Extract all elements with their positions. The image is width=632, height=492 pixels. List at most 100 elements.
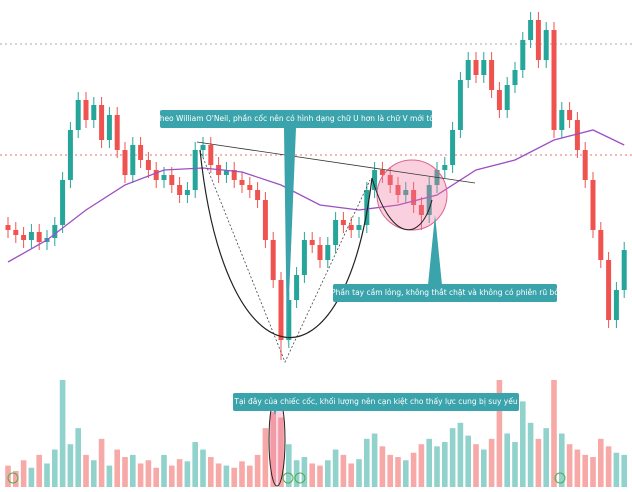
candle-body [574,120,580,150]
pointer [284,128,296,345]
volume-bar [293,460,300,487]
candle-body [278,280,284,340]
candle-body [465,60,471,80]
annotation-box [160,110,432,128]
candle-body [567,110,573,120]
volume-bar [122,457,128,487]
candle-body [36,232,42,242]
volume-bar [582,454,588,487]
candle-body [411,190,417,205]
volume-bar [301,457,308,487]
volume-bar [598,438,604,487]
moving-average [7,129,625,263]
volume-bar [496,380,503,487]
volume-bar [473,444,479,487]
volume-bar [215,463,222,487]
volume-bar [192,442,198,487]
volume-bar [527,422,534,487]
candle-body [582,150,588,180]
volume-bar [176,459,183,487]
volume-bar [605,446,612,487]
volume-bar [106,465,113,487]
candle-body [270,240,276,280]
volume-bar [44,463,50,487]
volume-bar [262,428,269,487]
candle-body [262,200,268,240]
candle-body [13,230,19,235]
candle-body [247,185,253,190]
candle-body [457,80,463,130]
candle-body [403,190,409,195]
candle-body [130,145,136,175]
candle-body [169,175,175,185]
candle-body [356,225,362,230]
cup-curve [199,149,373,339]
candle-body [551,30,557,130]
candle-body [606,260,612,320]
candle-body [613,290,619,320]
candle-body [317,245,323,260]
event-icon [554,472,566,484]
volume-bar [254,454,261,487]
volume-bar [67,444,74,487]
volume-bar [481,449,487,487]
volume-bar [340,454,347,487]
handle-circle [376,159,448,231]
volume-bar [387,454,393,487]
volume-bar [348,463,354,487]
candle-body [239,180,245,185]
candle-body [418,205,424,215]
volume-bar [457,422,464,487]
volume-bar [28,467,35,487]
candle-body [504,85,510,110]
volume-bar [59,380,66,487]
volume-bar [434,446,440,487]
volume-bar [231,467,237,487]
volume-bar [613,452,620,487]
candle-body [145,160,151,170]
volume-bar [200,449,206,487]
volume-bar [208,457,214,487]
event-icon [282,472,294,484]
volume-bar [91,460,97,487]
volume-bar [520,401,526,487]
volume-bar [130,454,136,487]
volume-bar [356,459,362,487]
volume-bar [309,463,315,487]
volume-bar [621,454,627,487]
candle-body [590,180,596,230]
candle-body [364,190,370,225]
volume-bar [371,433,378,487]
candle-body [231,170,237,180]
volume-bar [184,461,191,487]
candle-body [520,40,526,70]
volume-bar [145,460,152,487]
volume-bar [410,452,417,487]
volume-bar [551,380,557,487]
candle-body [5,225,11,230]
volume-bar [426,438,432,487]
candle-body [442,165,448,170]
volume-bar [169,465,175,487]
annotation: Phần tay cầm lỏng, không thắt chặt và kh… [331,288,559,297]
candle-body [286,300,292,340]
candle-body [621,250,627,290]
volume-bar [590,457,596,487]
candle-body [450,130,456,165]
candle-body [161,175,167,180]
candle-body [75,100,81,130]
candle-body [28,232,34,240]
volume-bar [114,449,120,487]
volume-bar [379,446,386,487]
event-icon [7,472,19,484]
candle-body [52,225,58,238]
volume-bar [286,444,292,487]
volume-bar [449,428,456,487]
candle-body [512,70,518,85]
trendline [196,141,476,184]
candle-body [372,170,378,190]
volume-bar [247,465,253,487]
candle-body [99,105,105,140]
volume-bar [153,467,159,487]
pointer [428,215,442,285]
